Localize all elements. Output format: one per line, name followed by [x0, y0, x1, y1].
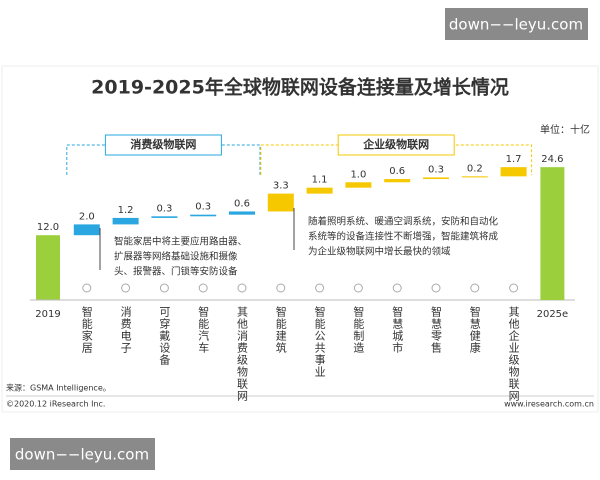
value-label: 3.3 — [273, 181, 289, 192]
value-label: 1.1 — [312, 175, 328, 186]
icon — [509, 283, 519, 293]
website: www.iresearch.com.cn — [504, 400, 594, 409]
icon — [237, 283, 247, 293]
note: 为企业级物联网中增长最快的领域 — [308, 246, 451, 258]
bar — [384, 179, 411, 183]
icon — [315, 283, 325, 293]
x-tick-label: 智能家居 — [80, 305, 93, 354]
bar — [190, 214, 217, 217]
icon — [198, 283, 208, 293]
icon — [159, 283, 169, 293]
value-label: 12.0 — [37, 222, 59, 233]
note: 头、报警器、门锁等安防设备 — [114, 266, 238, 278]
value-label: 0.6 — [234, 198, 250, 209]
x-tick-label: 智慧城市 — [391, 305, 404, 354]
watermark: down−−leyu.com — [15, 446, 149, 464]
bar — [112, 217, 139, 225]
value-label: 0.3 — [428, 164, 444, 175]
group-label: 消费级物联网 — [130, 137, 196, 151]
group-label: 企业级物联网 — [362, 137, 429, 151]
x-tick-label: 其他企业级物联网 — [507, 306, 520, 402]
bar — [345, 182, 372, 188]
copyright: ©2020.12 iResearch Inc. — [6, 400, 105, 409]
x-tick-label: 智能公共事业 — [313, 305, 326, 378]
icon — [276, 283, 286, 293]
bar — [73, 224, 100, 236]
x-tick-label: 智能制造 — [352, 305, 365, 354]
value-label: 1.7 — [506, 154, 522, 165]
group-box — [104, 134, 222, 156]
chart-card — [1, 65, 599, 413]
value-label: 1.0 — [350, 169, 366, 180]
bar — [229, 211, 255, 215]
value-label: 24.6 — [541, 154, 563, 165]
total-bar — [36, 235, 60, 300]
icon — [392, 283, 402, 293]
note: 系统等的设备连接性不断增强，智能建筑将成 — [308, 231, 499, 243]
source: 来源：GSMA Intelligence。 — [6, 384, 111, 393]
value-label: 0.2 — [467, 163, 483, 174]
note: 扩展器等网络基础设施和摄像 — [114, 251, 238, 263]
bar — [500, 167, 527, 177]
icon — [82, 283, 92, 293]
icon — [470, 283, 480, 293]
value-label: 2.0 — [79, 211, 95, 222]
bar — [151, 216, 178, 218]
x-tick-label: 可穿戴设备 — [158, 306, 171, 366]
unit-label: 单位：十亿 — [540, 123, 590, 136]
x-tick-label: 智能建筑 — [274, 305, 287, 354]
watermark-box — [10, 438, 155, 470]
bar — [267, 193, 294, 212]
x-tick-label: 智慧零售 — [430, 305, 443, 354]
note: 智能家居中将主要应用路由器、 — [114, 236, 247, 248]
value-label: 0.3 — [195, 202, 211, 213]
x-tick-label: 2025e — [537, 309, 569, 320]
bar — [423, 177, 449, 180]
x-tick-label: 智慧健康 — [468, 305, 481, 354]
watermark-box — [445, 8, 588, 40]
x-tick-label: 2019 — [35, 309, 60, 320]
chart-title: 2019-2025年全球物联网设备连接量及增长情况 — [91, 76, 509, 99]
value-label: 0.6 — [389, 166, 405, 177]
icon — [431, 283, 441, 293]
x-tick-label: 智能汽车 — [197, 305, 210, 354]
icon — [353, 283, 363, 293]
value-label: 1.2 — [118, 205, 134, 216]
x-tick-label: 消费电子 — [119, 305, 132, 354]
group-box — [337, 134, 455, 156]
icon — [121, 283, 131, 293]
bar — [461, 176, 488, 178]
value-label: 0.3 — [156, 203, 172, 214]
bar — [306, 187, 333, 194]
watermark: down−−leyu.com — [449, 16, 583, 34]
note: 随着照明系统、暖通空调系统，安防和自动化 — [308, 216, 499, 228]
total-bar — [540, 167, 565, 300]
x-tick-label: 其他消费级物联网 — [236, 306, 249, 402]
